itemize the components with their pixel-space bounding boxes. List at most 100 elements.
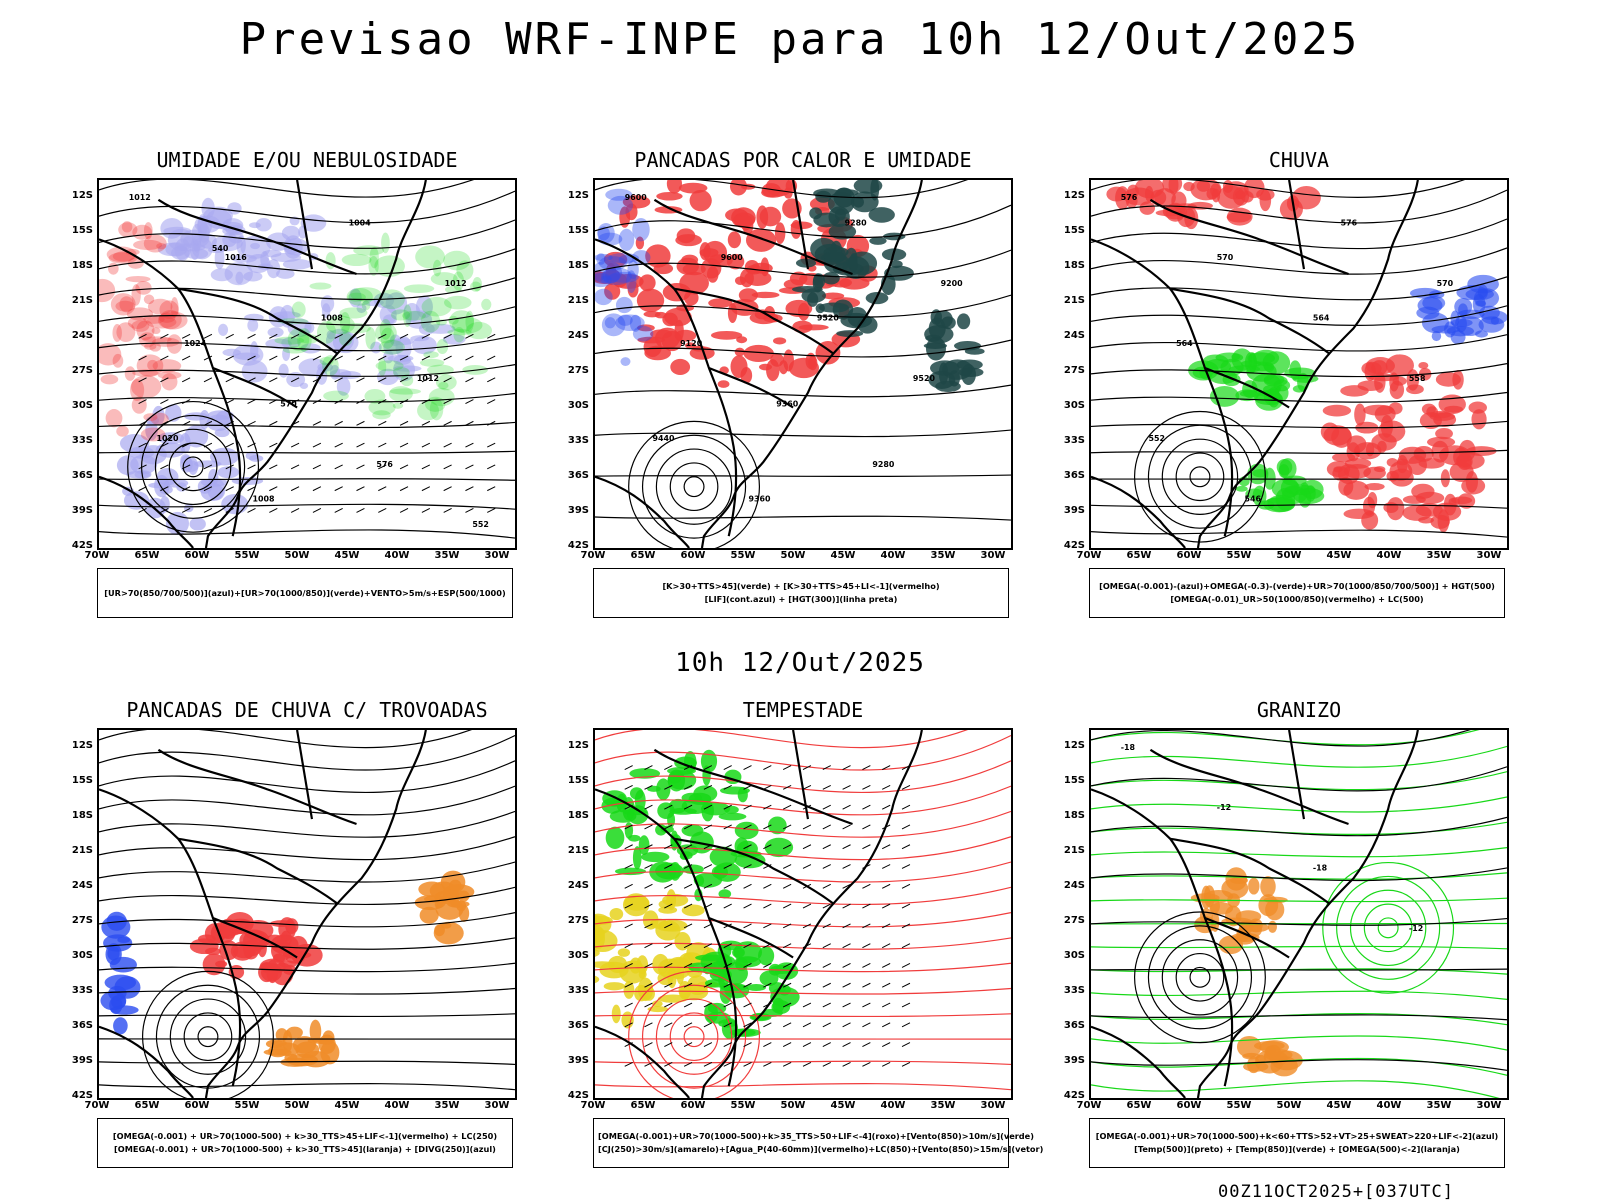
longitude-label: 70W [84,550,110,561]
thunderstorm-orange [414,870,475,945]
longitude-label: 40W [880,1100,906,1111]
contour-labels: -18 -12 -18 -12 [1121,743,1424,933]
latitude-label: 24S [71,330,93,341]
legend-text: [OMEGA(-0.01)_UR>50(1000/850)(vermelho) … [1170,594,1424,604]
latitude-label: 39S [567,1055,589,1066]
longitude-label: 35W [930,550,956,561]
contour-label: 1016 [225,253,248,262]
latitude-label: 42S [71,1090,93,1101]
contour-label: 1004 [349,219,372,228]
main-title: Previsao WRF-INPE para 10h 12/Out/2025 [239,14,1361,65]
latitude-label: 24S [567,880,589,891]
longitude-label: 65W [134,550,160,561]
latitude-label: 30S [1063,400,1085,411]
longitude-label: 70W [580,550,606,561]
panel-title: PANCADAS DE CHUVA C/ TROVOADAS [126,698,488,722]
latitude-label: 21S [71,845,93,856]
contour-label: 9360 [749,495,772,504]
longitude-label: 60W [184,1100,210,1111]
mid-title: 10h 12/Out/2025 [675,648,925,678]
contour-label: 540 [212,244,229,253]
contour-label: 9440 [652,434,675,443]
humidity-upper-blue [157,197,327,286]
contour-label: 1012 [445,279,467,288]
weather-map [97,728,517,1100]
contour-label: 1024 [184,339,207,348]
panel-title: PANCADAS POR CALOR E UMIDADE [634,148,972,172]
latitude-label: 12S [1063,740,1085,751]
wind850-green [601,749,794,902]
panel-title: UMIDADE E/OU NEBULOSIDADE [156,148,458,172]
weather-map: 9600 9600 9520 9520 9440 9360 9280 9200 9120 9360… [593,178,1013,550]
latitude-label: 21S [1063,845,1085,856]
latitude-label: 39S [1063,505,1085,516]
legend-text: [OMEGA(-0.001)+UR>70(1000-500)+k>35_TTS>… [598,1131,1034,1141]
lc850-streamlines [595,730,1011,1098]
weather-map: 576 570 564 558 552 546 576 570 564 [1089,178,1509,550]
latitude-label: 15S [567,225,589,236]
contour-label: 570 [1217,253,1234,262]
legend-text: [CJ(250)>30m/s](amarelo)+[Agua_P(40-60mm… [598,1144,1044,1154]
latitude-label: 18S [567,260,589,271]
longitude-label: 50W [780,550,806,561]
contour-label: 9200 [941,279,964,288]
longitude-label: 65W [630,1100,656,1111]
contour-label: 9600 [721,253,744,262]
legend-text: [Temp(500)](preto) + [Temp(850)](verde) … [1134,1144,1460,1154]
longitude-label: 45W [1326,550,1352,561]
legend-text: [OMEGA(-0.001) + UR>70(1000-500) + k>30_… [114,1144,496,1154]
thunderstorm-orange [263,1019,340,1068]
contour-label: 9520 [913,374,936,383]
latitude-label: 27S [71,365,93,376]
omega-rain-green [1235,458,1325,513]
latitude-label: 18S [1063,810,1085,821]
contour-label: 9280 [872,460,895,469]
longitude-label: 65W [630,550,656,561]
coastline-borders [595,180,923,548]
latitude-label: 15S [1063,225,1085,236]
longitude-label: 35W [1426,550,1452,561]
longitude-label: 45W [830,1100,856,1111]
contour-label: 546 [1245,495,1262,504]
latitude-label: 24S [567,330,589,341]
longitude-label: 55W [1226,550,1252,561]
contour-label: 576 [376,460,393,469]
latitude-label: 39S [71,1055,93,1066]
divergence-blue [100,911,141,1035]
coastline-borders [99,180,427,548]
longitude-label: 40W [384,550,410,561]
longitude-label: 35W [1426,1100,1452,1111]
latitude-label: 18S [567,810,589,821]
contour-label: 9360 [776,400,799,409]
omega-rain-red [1106,180,1321,230]
latitude-label: 39S [71,505,93,516]
latitude-label: 21S [1063,295,1085,306]
convection-teal [923,309,985,392]
longitude-label: 40W [880,550,906,561]
legend-text: [OMEGA(-0.001)-(azul)+OMEGA(-0.3)-(verde… [1099,581,1495,591]
longitude-label: 60W [1176,550,1202,561]
longitude-label: 55W [730,550,756,561]
lc250-streamlines [99,730,515,1098]
contour-label: 1008 [321,313,344,322]
omega500-orange [1190,867,1288,955]
contour-labels: 9600 9600 9520 9520 9440 9360 9280 9200 9120 9360… [625,193,963,504]
latitude-label: 36S [567,1020,589,1031]
latitude-label: 42S [1063,1090,1085,1101]
panel-title: TEMPESTADE [742,698,864,722]
coastline-borders [1091,730,1419,1098]
latitude-label: 30S [71,950,93,961]
wind850-vectors [624,765,911,1067]
legend-text: [OMEGA(-0.001) + UR>70(1000-500) + k>30_… [112,1131,498,1141]
longitude-label: 30W [484,1100,510,1111]
contour-labels: 576 570 564 558 552 546 576 570 564 [1121,193,1454,504]
longitude-label: 50W [780,1100,806,1111]
legend-box: [UR>70(850/700/500)](azul)+[UR>70(1000/8… [97,568,513,618]
latitude-label: 36S [1063,470,1085,481]
humidity-upper-blue [116,404,264,535]
latitude-label: 24S [71,880,93,891]
latitude-label: 36S [567,470,589,481]
legend-box: [OMEGA(-0.001)-(azul)+OMEGA(-0.3)-(verde… [1089,568,1505,618]
latitude-label: 33S [1063,985,1085,996]
latitude-label: 36S [71,1020,93,1031]
